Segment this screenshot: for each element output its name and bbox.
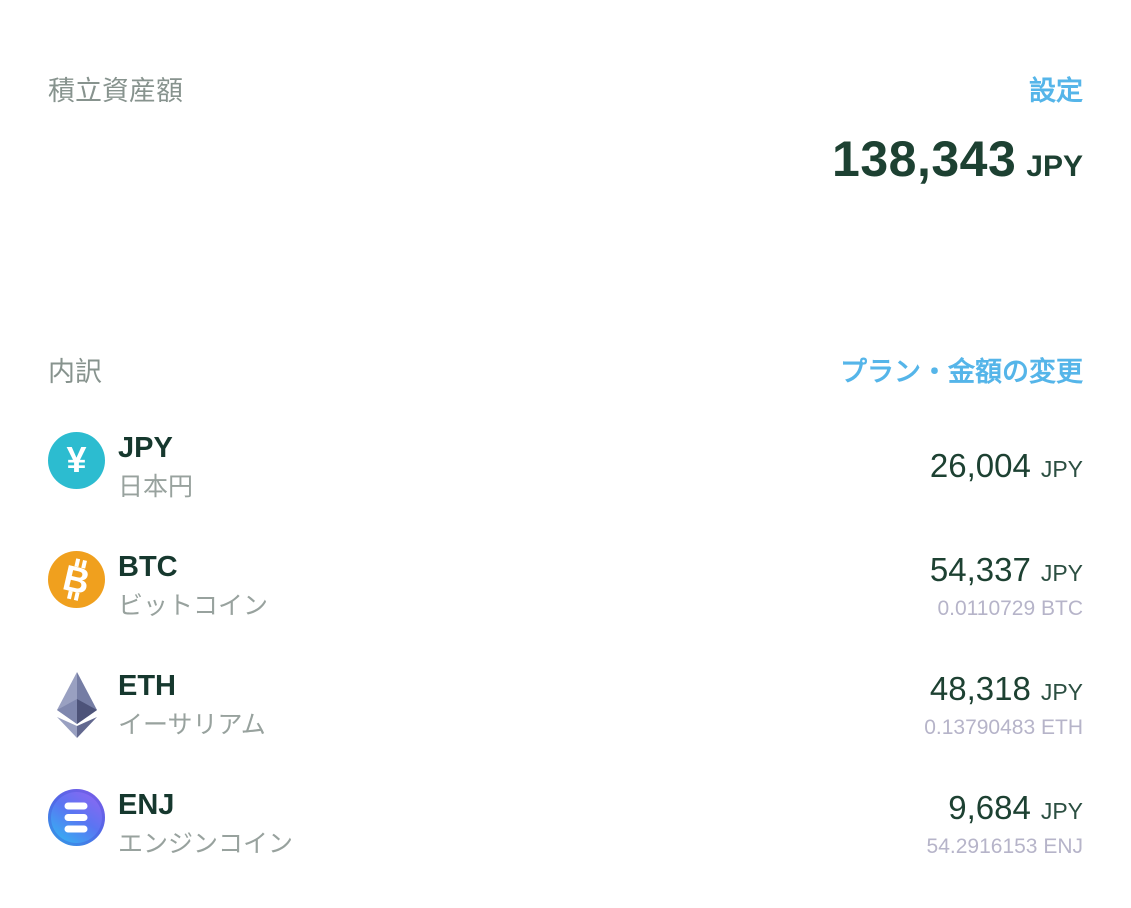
asset-amount: 9,684 (948, 788, 1031, 826)
asset-amount: 48,318 (929, 669, 1031, 707)
asset-name: ビットコイン (118, 591, 269, 620)
asset-symbol: BTC (118, 550, 178, 583)
yen-coin-icon: ¥ (48, 431, 105, 489)
asset-name: 日本円 (118, 472, 194, 501)
asset-row-jpy: ¥ JPY 日本円 26,004 JPY (48, 431, 1083, 501)
asset-row-eth: ETH イーサリアム 48,318 JPY 0.13790483 ETH (48, 670, 1083, 738)
asset-amount-currency: JPY (1040, 678, 1083, 705)
asset-symbol: ETH (118, 669, 176, 702)
settings-link[interactable]: 設定 (1029, 76, 1083, 106)
total-currency: JPY (1026, 150, 1083, 184)
asset-row-enj: ENJ エンジンコイン 9,684 JPY 54.2916153 ENJ (48, 788, 1083, 858)
enjin-icon (48, 788, 105, 846)
asset-crypto-amount: 54.2916153 ENJ (926, 834, 1083, 858)
asset-crypto-amount: 0.13790483 ETH (924, 715, 1083, 739)
page-header: 積立資産額 設定 (48, 76, 1083, 107)
asset-amount-currency: JPY (1040, 456, 1083, 483)
asset-symbol: JPY (118, 431, 173, 464)
asset-row-btc: B BTC ビットコイン (48, 550, 1083, 620)
asset-amount: 26,004 (929, 447, 1031, 485)
asset-name: エンジンコイン (118, 829, 294, 858)
total-asset-row: 138,343 JPY (48, 131, 1083, 189)
breakdown-title: 内訳 (48, 356, 102, 387)
asset-amount-currency: JPY (1040, 797, 1083, 824)
asset-crypto-amount: 0.0110729 BTC (937, 596, 1083, 620)
asset-list: ¥ JPY 日本円 26,004 JPY (48, 431, 1083, 858)
total-amount: 138,343 (832, 131, 1017, 188)
asset-symbol: ENJ (118, 788, 175, 821)
asset-amount: 54,337 (929, 550, 1031, 588)
asset-amount-currency: JPY (1040, 559, 1083, 586)
page-title: 積立資産額 (48, 76, 183, 106)
change-plan-link[interactable]: プラン・金額の変更 (840, 356, 1083, 387)
bitcoin-icon: B (48, 550, 105, 608)
ethereum-icon (56, 671, 97, 738)
savings-page: 積立資産額 設定 138,343 JPY 内訳 プラン・金額の変更 ¥ JPY 日… (48, 76, 1083, 858)
breakdown-header: 内訳 プラン・金額の変更 (48, 357, 1083, 388)
asset-name: イーサリアム (118, 710, 266, 739)
